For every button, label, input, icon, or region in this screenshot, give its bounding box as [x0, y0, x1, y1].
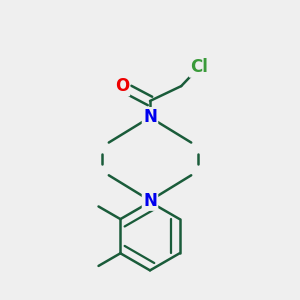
Text: Cl: Cl: [190, 58, 208, 76]
Text: N: N: [143, 191, 157, 209]
Text: O: O: [115, 77, 129, 95]
Text: N: N: [143, 108, 157, 126]
